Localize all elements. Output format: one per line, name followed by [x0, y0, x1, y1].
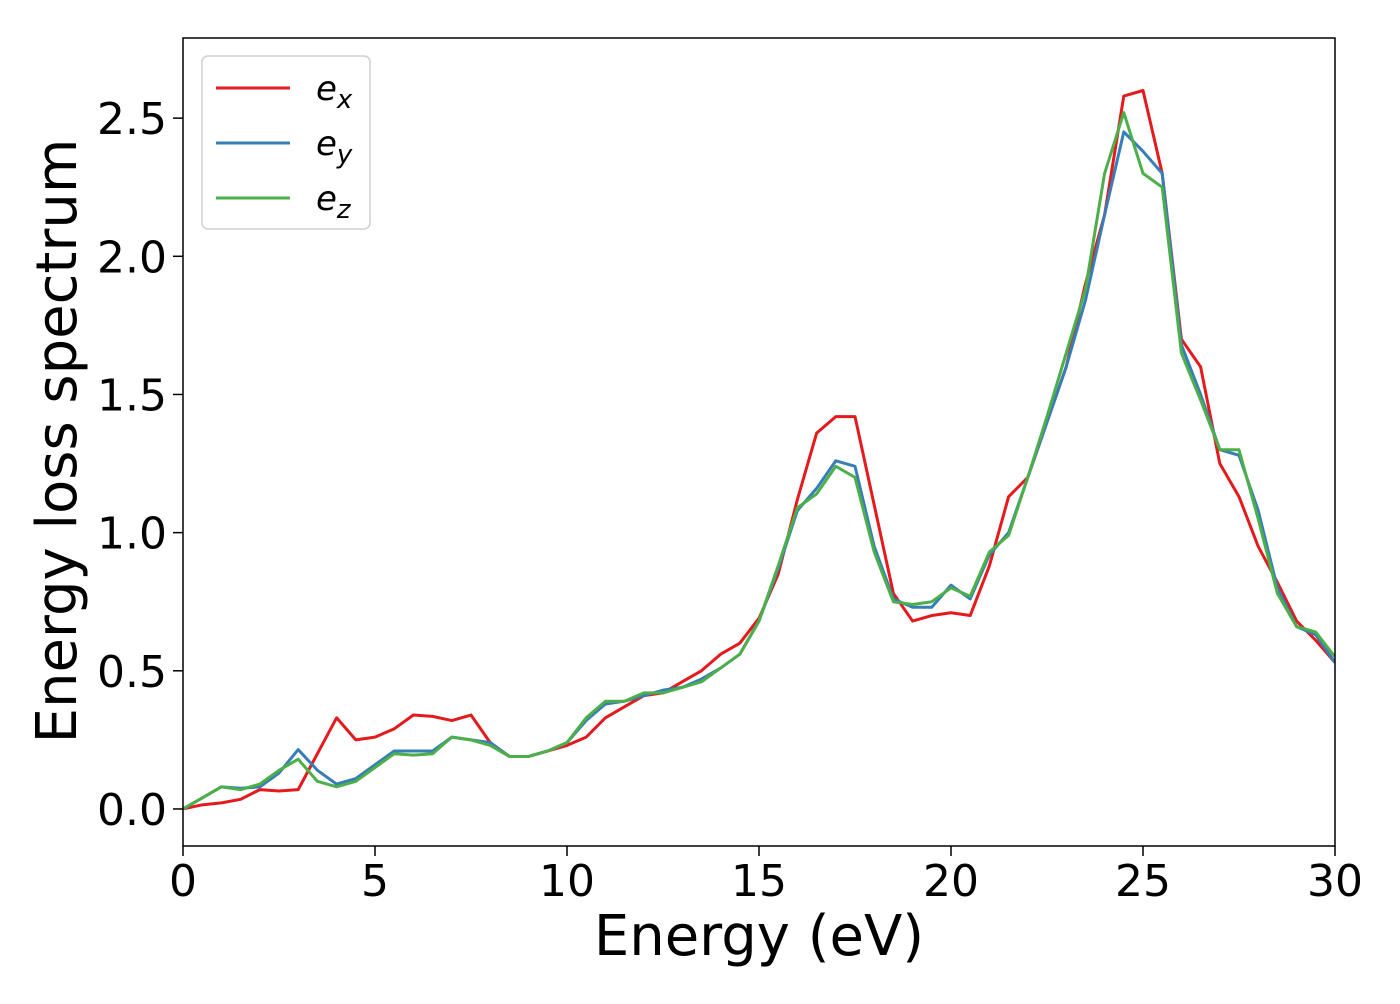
x-tick-label: 5: [361, 856, 389, 907]
y-tick-label: 2.5: [97, 94, 167, 145]
line-series: [183, 111, 1335, 811]
y-tick-label: 1.5: [97, 370, 167, 421]
x-axis-label: Energy (eV): [594, 904, 924, 969]
x-tick-label: 15: [731, 856, 787, 907]
x-tick-label: 10: [539, 856, 595, 907]
legend-label: ey: [316, 124, 353, 170]
x-tick-label: 0: [169, 856, 197, 907]
x-tick-label: 30: [1307, 856, 1363, 907]
y-axis-label: Energy loss spectrum: [25, 139, 90, 744]
y-tick-label: 2.0: [97, 232, 167, 283]
legend-label: ex: [316, 69, 353, 115]
x-tick-label: 20: [923, 856, 979, 907]
x-tick-label: 25: [1115, 856, 1171, 907]
y-tick-label: 0.0: [97, 785, 167, 836]
plot-frame: [182, 37, 1336, 847]
legend-label: ez: [316, 179, 352, 225]
y-tick-label: 1.0: [97, 509, 167, 560]
y-tick-label: 0.5: [97, 647, 167, 698]
